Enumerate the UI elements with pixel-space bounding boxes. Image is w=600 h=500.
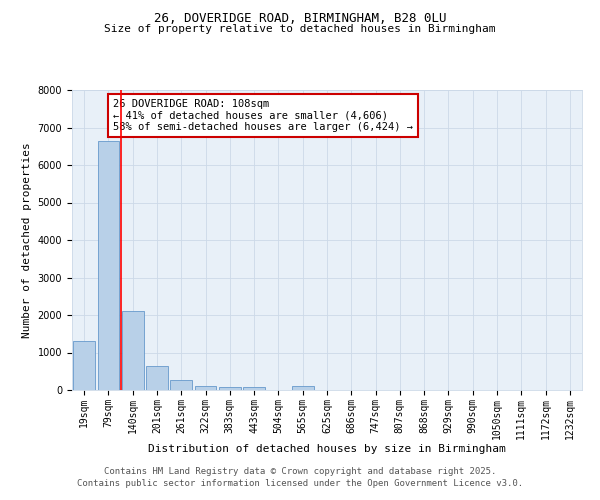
X-axis label: Distribution of detached houses by size in Birmingham: Distribution of detached houses by size … xyxy=(148,444,506,454)
Text: Size of property relative to detached houses in Birmingham: Size of property relative to detached ho… xyxy=(104,24,496,34)
Text: 26, DOVERIDGE ROAD, BIRMINGHAM, B28 0LU: 26, DOVERIDGE ROAD, BIRMINGHAM, B28 0LU xyxy=(154,12,446,26)
Y-axis label: Number of detached properties: Number of detached properties xyxy=(22,142,32,338)
Text: Contains HM Land Registry data © Crown copyright and database right 2025.
Contai: Contains HM Land Registry data © Crown c… xyxy=(77,466,523,487)
Bar xyxy=(194,386,217,390)
Bar xyxy=(122,311,143,390)
Text: 26 DOVERIDGE ROAD: 108sqm
← 41% of detached houses are smaller (4,606)
58% of se: 26 DOVERIDGE ROAD: 108sqm ← 41% of detac… xyxy=(113,99,413,132)
Bar xyxy=(170,380,192,390)
Bar xyxy=(243,388,265,390)
Bar xyxy=(73,341,95,390)
Bar xyxy=(292,386,314,390)
Bar xyxy=(97,140,119,390)
Bar xyxy=(219,387,241,390)
Bar xyxy=(146,366,168,390)
